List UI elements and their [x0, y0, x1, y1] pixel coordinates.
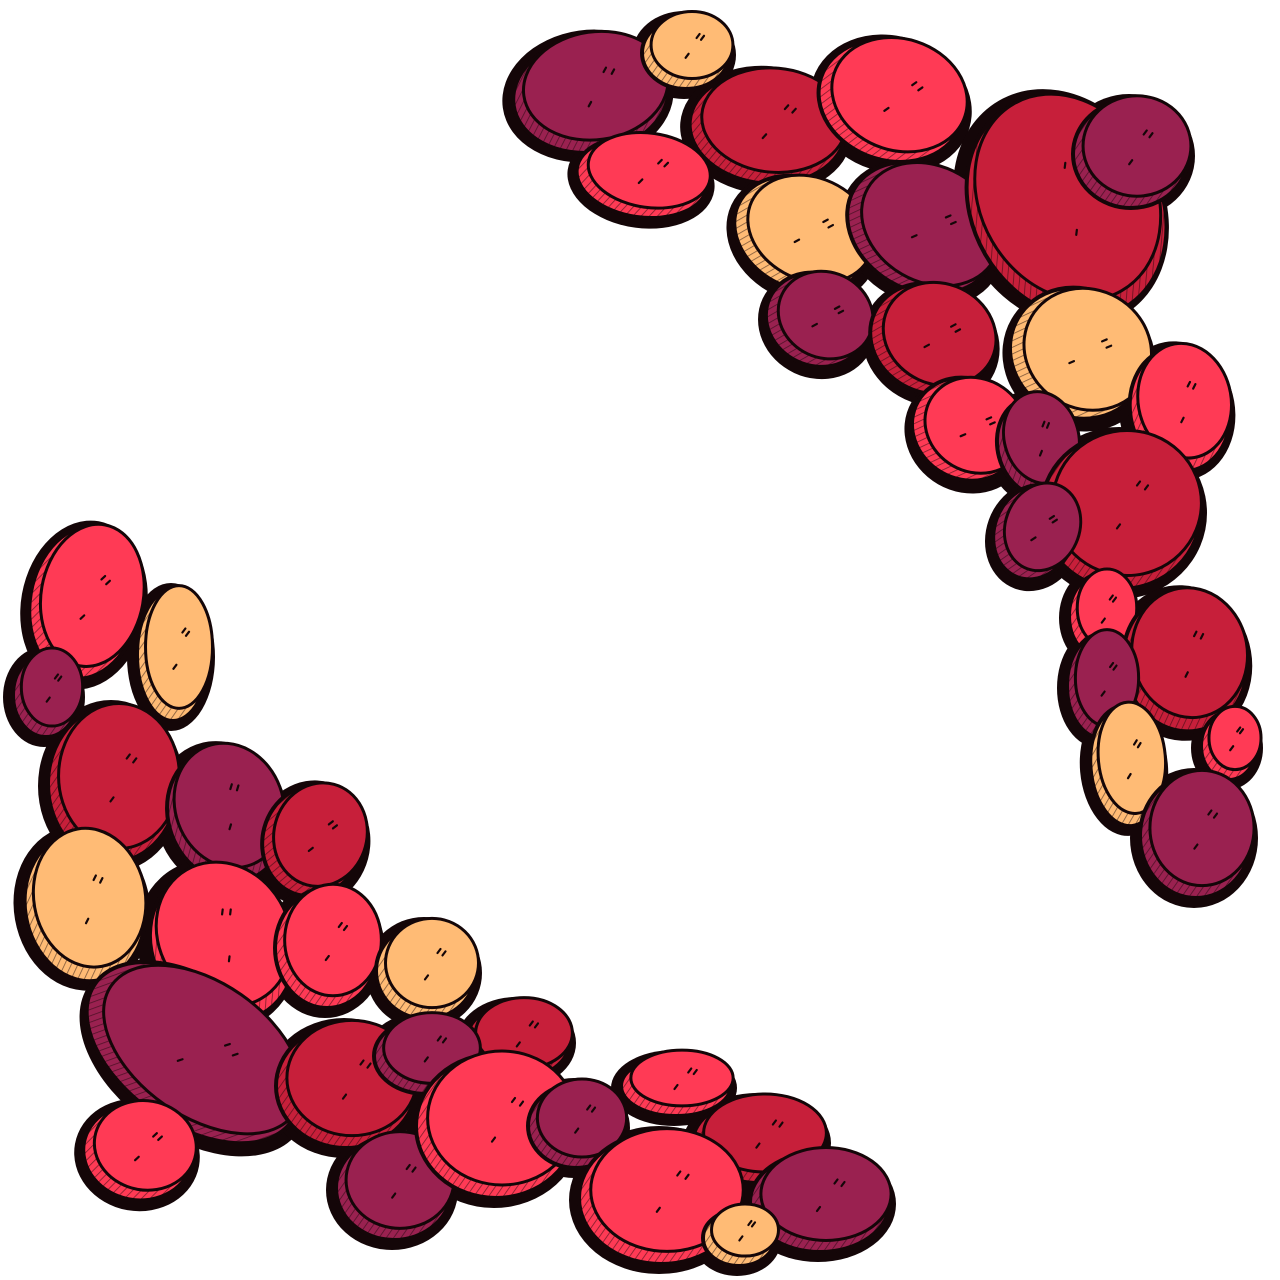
stone — [165, 741, 288, 884]
stone — [273, 882, 383, 1010]
stone-speckle — [655, 1170, 690, 1213]
stone — [732, 173, 875, 294]
stone-speckle — [1100, 594, 1118, 624]
stone-speckle — [176, 1042, 239, 1062]
stone-speckle — [883, 81, 924, 112]
stone — [374, 916, 480, 1021]
stone-speckle — [637, 158, 670, 185]
stone-speckle — [959, 416, 996, 438]
stone-speckle — [228, 783, 240, 831]
stone — [11, 646, 85, 739]
stone — [526, 1077, 629, 1170]
stone-speckle — [1229, 726, 1245, 752]
stone — [1007, 285, 1153, 421]
stone-speckle — [423, 947, 447, 981]
stone-speckle — [1180, 380, 1197, 424]
stone-speckle — [910, 214, 957, 239]
stone-speckle — [673, 1067, 698, 1091]
stone-speckle — [220, 908, 232, 963]
stone — [81, 1099, 198, 1203]
stone-speckle — [45, 673, 63, 703]
stone-speckle — [1193, 809, 1219, 850]
stone — [511, 29, 671, 155]
stone-speckle — [490, 1096, 525, 1143]
stone-speckle — [172, 627, 191, 670]
stone-speckle — [84, 874, 104, 925]
stone — [1071, 94, 1193, 210]
stone — [748, 1146, 893, 1254]
stone-speckle — [1068, 338, 1113, 365]
stone-speckle — [1100, 661, 1118, 697]
upper-right-stone-arc — [502, 10, 1263, 908]
stone-speckle — [738, 1219, 757, 1242]
stone-speckle — [133, 1132, 163, 1162]
stone-speckle — [391, 1163, 417, 1199]
stone — [84, 959, 304, 1146]
stone-speckle — [1038, 420, 1051, 457]
stone — [22, 826, 148, 984]
stone-speckle — [307, 820, 339, 853]
stone — [991, 481, 1083, 582]
stone-speckle — [515, 1020, 540, 1048]
stone-speckle — [793, 218, 835, 244]
stone — [816, 36, 969, 164]
stone — [1088, 700, 1168, 829]
stone — [640, 10, 735, 91]
stone — [845, 159, 1002, 297]
stone-speckle — [1184, 630, 1205, 678]
stone-speckle — [324, 921, 349, 962]
stone-speckle — [1126, 739, 1142, 780]
stone-speckle — [811, 305, 845, 328]
stone — [909, 375, 1028, 483]
stone — [1199, 704, 1263, 782]
stone — [135, 584, 214, 723]
stone-speckle — [815, 1178, 846, 1213]
stone — [1120, 586, 1250, 734]
stone-speckle — [1128, 129, 1154, 166]
stone — [868, 280, 998, 397]
stone — [763, 269, 875, 369]
stone-speckle — [1030, 514, 1058, 542]
stone-speckle — [587, 66, 616, 108]
stone-speckle — [1115, 480, 1150, 530]
stone-speckle — [79, 574, 111, 620]
stone-speckle — [341, 1059, 372, 1100]
stone — [687, 66, 849, 186]
lower-left-stone-arc — [3, 520, 896, 1276]
stone-speckle — [109, 753, 138, 803]
stone-speckle — [755, 1119, 784, 1149]
stone-speckle — [761, 104, 797, 140]
stone — [1039, 428, 1203, 591]
stone — [574, 130, 712, 221]
stone-speckle — [574, 1104, 597, 1134]
stone-speckle — [923, 323, 962, 349]
stone-speckle — [423, 1035, 448, 1063]
stone — [701, 1202, 780, 1268]
stone-speckle — [684, 32, 706, 59]
stone — [619, 1048, 735, 1118]
stone — [260, 781, 369, 899]
stone — [1138, 768, 1256, 900]
